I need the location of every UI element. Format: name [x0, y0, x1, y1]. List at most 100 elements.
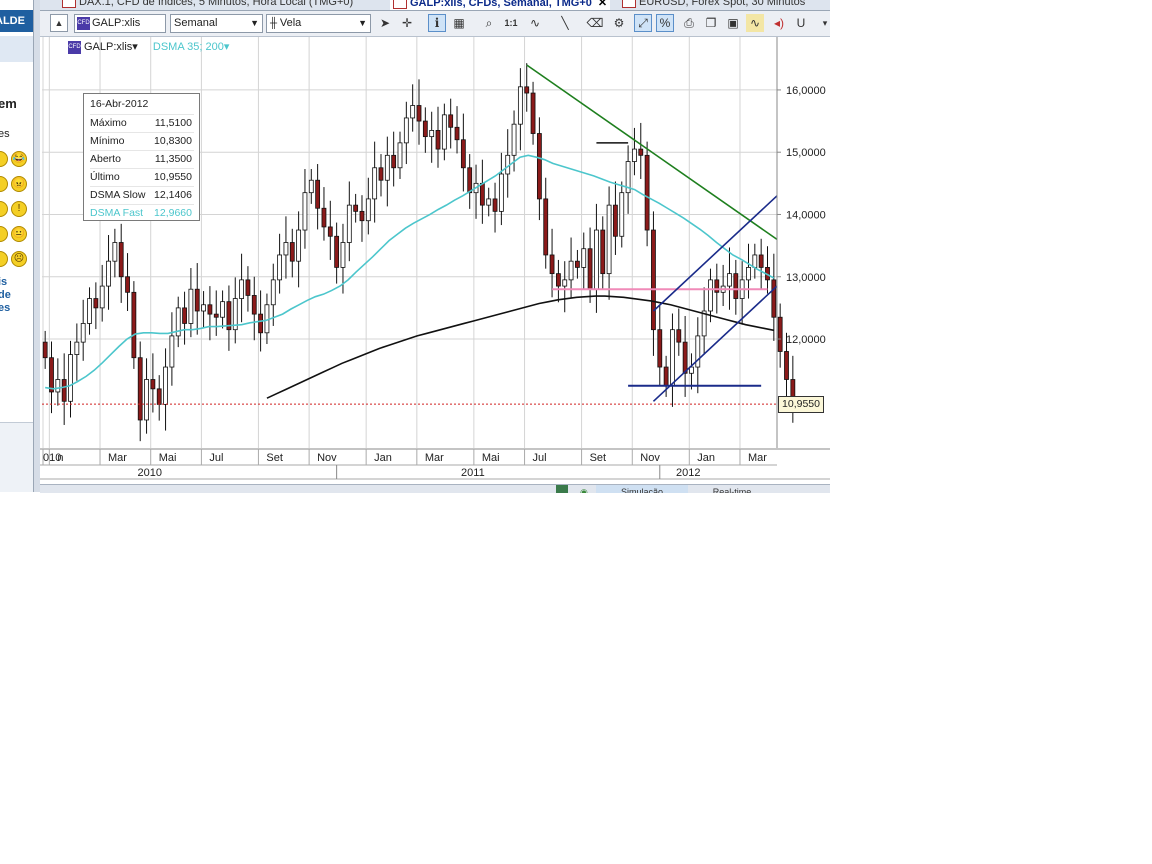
- candle-body: [746, 267, 751, 281]
- tab-galp[interactable]: GALP:xlis, CFDs, Semanal, TMG+0 ✕: [390, 0, 611, 10]
- save-icon[interactable]: ▣: [727, 16, 739, 30]
- data-window: 16-Abr-2012 Máximo 11,5100 Mínimo 10,8300 …: [83, 93, 200, 221]
- option-dot[interactable]: [0, 251, 8, 267]
- candle-body: [93, 298, 99, 309]
- zoom-reset-icon[interactable]: 1:1: [504, 18, 518, 28]
- tab-dax[interactable]: DAX.1, CFD de Índices, 5 Minutos, Hora L…: [62, 0, 353, 10]
- option-dot[interactable]: [0, 176, 8, 192]
- candle-body: [657, 329, 663, 368]
- chevron-down-icon[interactable]: ▾: [132, 41, 138, 53]
- left-panel-link[interactable]: is: [0, 276, 8, 288]
- month-label: Jul: [209, 452, 223, 464]
- info-icon[interactable]: i: [428, 14, 446, 32]
- candle-body: [644, 154, 650, 231]
- option-dot[interactable]: [0, 226, 8, 242]
- grid-icon[interactable]: ▦: [453, 16, 465, 30]
- draw-mode-icon[interactable]: ⤢: [634, 14, 652, 32]
- settings-icon[interactable]: ⚙: [613, 16, 625, 30]
- wave-icon[interactable]: ∿: [746, 14, 764, 32]
- candle-body: [277, 254, 283, 281]
- option-dot[interactable]: [0, 151, 8, 167]
- overflow-chevron-icon[interactable]: ▾: [822, 18, 828, 28]
- candle-body: [410, 105, 416, 119]
- chart-type-select[interactable]: ╫ Vela ▼: [266, 14, 371, 33]
- month-label: Jul: [533, 452, 547, 464]
- cfd-badge-icon: CFD: [77, 16, 90, 30]
- tab-eurusd[interactable]: EURUSD, Forex Spot, 30 Minutos: [622, 0, 805, 10]
- candle-body: [613, 204, 618, 237]
- row-label: Último: [90, 171, 120, 183]
- price-tick-label: 15,0000: [786, 147, 826, 159]
- period-select[interactable]: Semanal ▼: [170, 14, 263, 33]
- candle-body: [74, 341, 80, 355]
- left-panel-link[interactable]: de: [0, 289, 11, 301]
- candle-body: [625, 161, 631, 194]
- legend-indicator[interactable]: DSMA 35; 200: [152, 41, 224, 53]
- candle-body: [207, 304, 213, 315]
- candle-body: [239, 279, 244, 299]
- option-dot[interactable]: [0, 201, 8, 217]
- chevron-down-icon[interactable]: ▾: [223, 41, 230, 53]
- candle-body: [163, 366, 168, 405]
- candle-body: [771, 279, 777, 318]
- month-label: Nov: [640, 452, 660, 464]
- row-label: Aberto: [90, 153, 121, 165]
- left-panel-header[interactable]: ALDE: [0, 10, 33, 32]
- chart-tab-bar: DAX.1, CFD de Índices, 5 Minutos, Hora L…: [40, 0, 830, 11]
- print-icon[interactable]: ⎙: [684, 16, 694, 30]
- candle-body: [226, 301, 232, 331]
- indicator-icon[interactable]: ∿: [529, 16, 541, 30]
- candle-body: [460, 139, 466, 169]
- close-icon[interactable]: ✕: [597, 0, 608, 9]
- splitter[interactable]: [34, 0, 40, 492]
- magnet-icon[interactable]: %: [656, 14, 674, 32]
- left-panel: ALDE em es 😂 😠 ! 😐 ☹ is de es: [0, 0, 34, 492]
- alert-emoticon-icon[interactable]: !: [11, 201, 27, 217]
- candle-type-icon: ╫: [270, 18, 280, 29]
- collapse-up-icon[interactable]: ▲: [50, 14, 68, 32]
- candle-body: [327, 226, 333, 237]
- candle-body: [454, 126, 460, 141]
- candle-body: [524, 86, 530, 94]
- line-tool-icon[interactable]: ╲: [561, 16, 569, 30]
- angry-emoticon-icon[interactable]: 😠: [11, 176, 27, 192]
- candle-body: [733, 273, 739, 299]
- candle-body: [397, 142, 403, 169]
- row-value: 12,1406: [154, 189, 192, 201]
- candle-body: [201, 304, 206, 312]
- laugh-emoticon-icon[interactable]: 😂: [11, 151, 27, 167]
- left-panel-link[interactable]: es: [0, 302, 11, 314]
- legend-symbol[interactable]: GALP:xlis: [84, 41, 133, 53]
- symbol-input[interactable]: CFD GALP:xlis: [74, 14, 166, 33]
- left-panel-subheader: [0, 36, 33, 62]
- neutral-emoticon-icon[interactable]: 😐: [11, 226, 27, 242]
- candle-body: [220, 301, 225, 318]
- pointer-icon[interactable]: ➤: [379, 16, 391, 30]
- simulation-tab[interactable]: Simulação: [596, 485, 688, 493]
- connection-icon: [556, 485, 568, 493]
- data-window-date: 16-Abr-2012: [90, 98, 149, 110]
- tab-label: EURUSD, Forex Spot, 30 Minutos: [639, 0, 806, 8]
- last-price-label: 10,9550: [778, 396, 824, 414]
- candle-body: [543, 198, 549, 256]
- sad-emoticon-icon[interactable]: ☹: [11, 251, 27, 267]
- candle-body: [258, 313, 263, 334]
- copy-icon[interactable]: ❐: [705, 16, 717, 30]
- candle-body: [435, 130, 441, 150]
- candle-body: [701, 310, 707, 337]
- candle-body: [213, 313, 219, 318]
- candle-body: [777, 316, 783, 352]
- sound-icon[interactable]: ◂): [773, 16, 785, 30]
- candle-body: [340, 242, 346, 268]
- candle-body: [581, 248, 587, 268]
- crosshair-icon[interactable]: ✛: [401, 16, 413, 30]
- zoom-icon[interactable]: ⌕: [485, 16, 493, 30]
- magnet-u-icon[interactable]: U: [796, 16, 806, 30]
- month-label: n: [57, 452, 63, 464]
- realtime-tab[interactable]: Real-time: [712, 487, 752, 493]
- candle-body: [175, 307, 181, 337]
- price-chart[interactable]: 16,0000 15,0000 14,0000 13,0000 12,0000 010 n M…: [40, 37, 830, 492]
- candle-body: [232, 298, 238, 331]
- eraser-icon[interactable]: ⌫: [586, 16, 604, 30]
- chart-icon: [62, 0, 76, 8]
